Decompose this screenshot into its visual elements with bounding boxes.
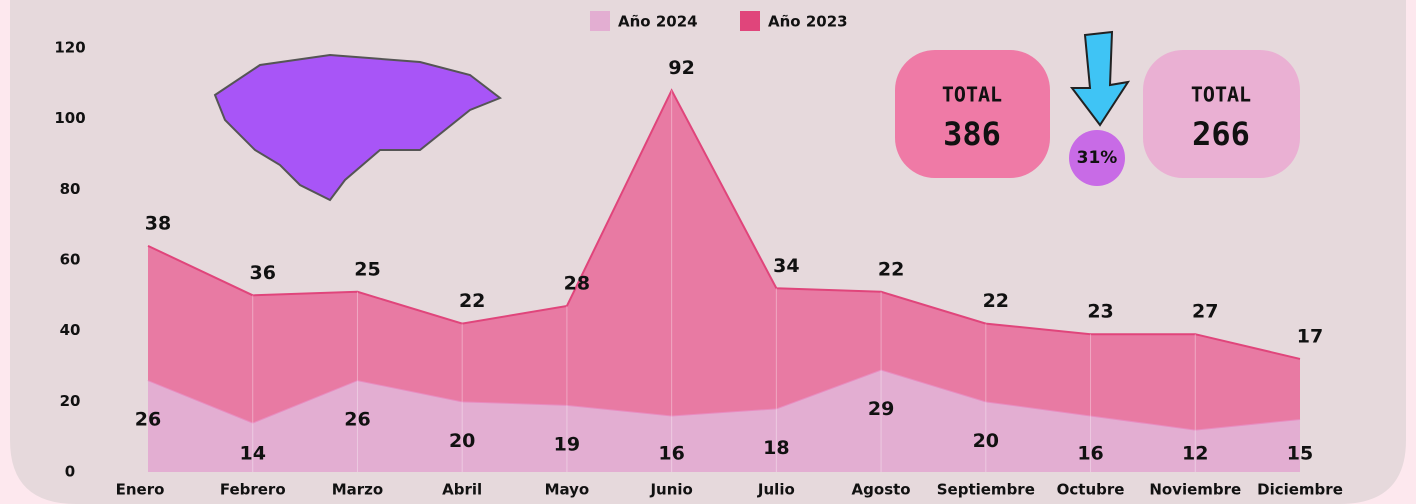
value-label: 26 [344, 409, 370, 431]
x-tick-label: Diciembre [1257, 481, 1343, 499]
value-label: 16 [1077, 443, 1103, 465]
value-label: 34 [773, 255, 799, 277]
value-label: 36 [250, 262, 276, 284]
value-label: 14 [240, 443, 266, 465]
value-label: 29 [868, 398, 894, 420]
x-tick-label: Octubre [1057, 481, 1125, 499]
value-label: 25 [354, 258, 380, 280]
value-label: 92 [668, 57, 694, 79]
value-label: 23 [1087, 301, 1113, 323]
value-label: 20 [449, 430, 475, 452]
y-tick-label: 80 [60, 180, 81, 198]
value-label: 26 [135, 409, 161, 431]
y-tick-label: 0 [65, 463, 75, 481]
y-tick-label: 120 [54, 39, 85, 57]
total-box-2024 [1143, 50, 1300, 178]
x-tick-label: Julio [757, 481, 795, 499]
area [148, 369, 1300, 472]
legend-swatch [590, 11, 610, 31]
legend-label: Año 2023 [768, 13, 848, 31]
y-tick-label: 20 [60, 392, 81, 410]
arrow [1069, 30, 1131, 127]
value-label: 22 [459, 290, 485, 312]
legend-swatch [740, 11, 760, 31]
value-label: 22 [878, 258, 904, 280]
value-label: 20 [973, 430, 999, 452]
total-label: TOTAL [942, 83, 1002, 107]
x-tick-label: Abril [442, 481, 482, 499]
value-label: 38 [145, 212, 171, 234]
change-label: 31% [1077, 148, 1118, 168]
map-icon [213, 53, 503, 202]
total-value: 266 [1192, 115, 1250, 153]
x-tick-label: Febrero [220, 481, 286, 499]
y-tick-label: 60 [60, 251, 81, 269]
value-label: 16 [658, 443, 684, 465]
value-label: 22 [983, 290, 1009, 312]
x-tick-label: Enero [116, 481, 165, 499]
value-label: 12 [1182, 443, 1208, 465]
value-label: 27 [1192, 301, 1218, 323]
x-tick-label: Junio [649, 481, 692, 499]
y-tick-label: 100 [54, 109, 85, 127]
y-tick-label: 40 [60, 321, 81, 339]
x-tick-label: Septiembre [937, 481, 1035, 499]
x-tick-label: Mayo [545, 481, 590, 499]
legend-label: Año 2024 [618, 13, 698, 31]
total-box-2023 [895, 50, 1050, 178]
area [148, 90, 1300, 430]
total-label: TOTAL [1191, 83, 1251, 107]
x-tick-label: Marzo [332, 481, 383, 499]
value-label: 19 [554, 433, 580, 455]
x-tick-label: Agosto [852, 481, 911, 499]
line [147, 88, 1301, 360]
x-tick-label: Noviembre [1149, 481, 1241, 499]
value-label: 18 [763, 437, 789, 459]
value-label: 17 [1297, 325, 1323, 347]
value-label: 15 [1287, 443, 1313, 465]
total-value: 386 [943, 115, 1001, 153]
change-badge [1069, 130, 1125, 186]
value-label: 28 [564, 272, 590, 294]
